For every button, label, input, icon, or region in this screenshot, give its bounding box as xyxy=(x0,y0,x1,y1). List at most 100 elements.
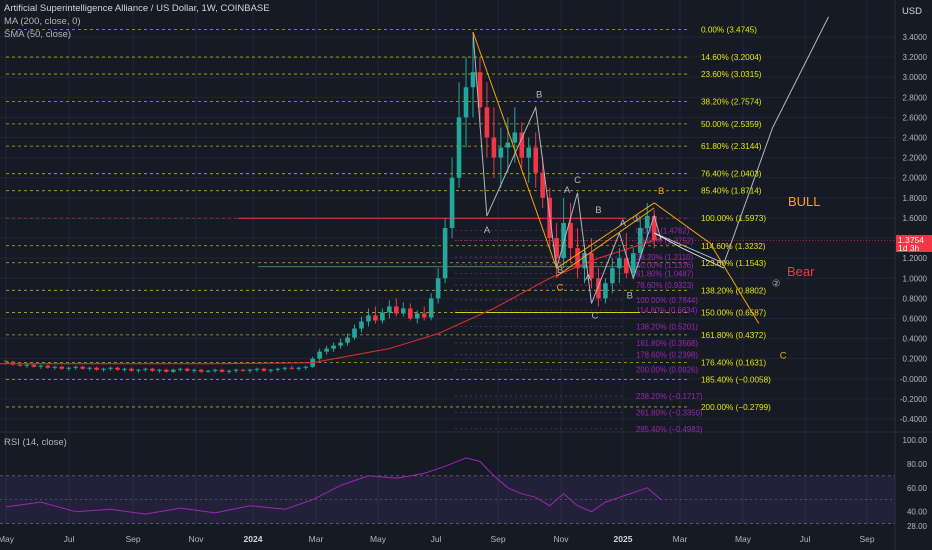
x-tick-label: Sep xyxy=(490,534,505,544)
fib-level-label: 100.00% (1.5973) xyxy=(701,214,766,223)
fib-level-label: 14.60% (3.2004) xyxy=(701,53,762,62)
sma50-line xyxy=(0,237,662,365)
y-tick-label: 0.6000 xyxy=(903,314,928,323)
wave-label: A xyxy=(484,225,491,236)
bear-projection xyxy=(654,232,725,269)
x-tick-label: Jul xyxy=(64,534,75,544)
fib-ext-label: 38.20% (1.2110) xyxy=(636,253,693,262)
candle-body xyxy=(324,348,329,352)
candle-body xyxy=(533,147,539,173)
candle-body xyxy=(219,369,225,372)
rsi-tick-label: 60.00 xyxy=(907,484,928,493)
candle-body xyxy=(247,369,253,371)
candle-body xyxy=(338,342,343,346)
candle-body xyxy=(366,315,371,322)
x-tick-label: Nov xyxy=(553,534,569,544)
wave-label: C xyxy=(557,282,564,293)
fib-ext-label: 161.80% (0.3568) xyxy=(636,339,698,348)
wave-label: C xyxy=(780,351,787,362)
sma-indicator-label[interactable]: SMA (50, close) xyxy=(4,29,72,40)
candle-body xyxy=(24,364,30,366)
candle-body xyxy=(233,369,239,371)
currency-label[interactable]: USD xyxy=(901,6,922,17)
fib-ext-label: 78.60% (0.9323) xyxy=(636,281,694,290)
candle-body xyxy=(66,367,72,369)
wave-label: B xyxy=(536,89,542,100)
last-price-value: 1.3754 xyxy=(898,235,924,245)
rsi-tick-label: 40.00 xyxy=(907,508,928,517)
fib-ext-label: 238.20% (−0.1717) xyxy=(636,392,703,401)
fib-level-label: 161.80% (0.4372) xyxy=(701,331,766,340)
candle-body xyxy=(38,365,44,367)
rsi-indicator-label[interactable]: RSI (14, close) xyxy=(4,437,67,448)
candle-body xyxy=(261,368,267,371)
candle-body xyxy=(198,369,204,372)
candle-body xyxy=(164,369,169,372)
candle-body xyxy=(212,369,218,371)
candle-body xyxy=(554,238,559,259)
candle-body xyxy=(491,137,497,158)
candle-body xyxy=(254,368,260,370)
y-tick-label: 0.4000 xyxy=(903,335,928,344)
fib-ext-label: 100.00% (0.7844) xyxy=(636,296,698,305)
candle-body xyxy=(226,370,232,372)
x-tick-label: Mar xyxy=(673,534,688,544)
candle-body xyxy=(177,368,183,370)
fib-ext-label: 178.60% (0.2398) xyxy=(636,351,698,360)
candle-body xyxy=(610,268,615,284)
x-tick-label: Sep xyxy=(859,534,874,544)
candle-body xyxy=(596,278,601,299)
candle-body xyxy=(477,72,483,108)
bull-projection xyxy=(654,16,829,264)
candle-body xyxy=(45,365,51,368)
candle-body xyxy=(407,308,413,319)
ma-indicator-label[interactable]: MA (200, close, 0) xyxy=(4,16,81,27)
wave-label: A xyxy=(585,272,592,283)
fib-level-label: 123.60% (1.1543) xyxy=(701,259,766,268)
last-price-tag: 1.3754 1d 3h xyxy=(896,235,932,252)
candle-body xyxy=(17,364,23,366)
x-tick-label: Mar xyxy=(309,534,324,544)
fib-level-label: 38.20% (2.7574) xyxy=(701,98,762,107)
candle-body xyxy=(289,367,295,369)
candle-body xyxy=(428,298,434,318)
fib-ext-label: 261.80% (−0.3350) xyxy=(636,408,703,417)
fib-level-label: 85.40% (1.8714) xyxy=(701,187,762,196)
y-tick-label: 3.0000 xyxy=(903,73,928,82)
x-tick-label: May xyxy=(0,534,15,544)
fib-ext-label: 200.00% (0.0926) xyxy=(636,365,698,374)
fib-ext-label: 138.20% (0.5201) xyxy=(636,323,698,332)
candle-body xyxy=(505,142,511,148)
candle-body xyxy=(644,215,650,228)
candle-body xyxy=(3,360,9,362)
wave-label: A xyxy=(564,185,571,196)
candle-body xyxy=(498,147,504,158)
candle-body xyxy=(268,369,274,371)
candle-body xyxy=(631,253,636,274)
wave-label: B xyxy=(595,205,601,216)
x-tick-label: Nov xyxy=(188,534,204,544)
x-tick-label: May xyxy=(735,534,752,544)
x-tick-label: 2024 xyxy=(244,534,263,544)
wave-label: B xyxy=(557,265,563,276)
fib-ext-label: 50.00% (1.1336) xyxy=(636,261,694,270)
fib-ext-label: 0.00% (1.4762) xyxy=(636,226,690,235)
y-tick-label: 1.0000 xyxy=(903,274,928,283)
candle-body xyxy=(80,366,85,369)
y-tick-label: 3.2000 xyxy=(903,53,928,62)
rsi-tick-label: 80.00 xyxy=(907,460,928,469)
candle-body xyxy=(157,369,162,371)
bar-countdown: 1d 3h xyxy=(898,243,920,253)
y-tick-label: 3.4000 xyxy=(903,33,928,42)
candle-body xyxy=(282,367,288,369)
fib-ext-label: 14.60% (1.3752) xyxy=(636,237,694,246)
candle-body xyxy=(603,283,608,299)
wave-label: B xyxy=(658,186,664,197)
candle-body xyxy=(526,147,532,158)
candle-body xyxy=(512,132,518,143)
candle-body xyxy=(52,366,58,368)
candle-body xyxy=(470,72,476,88)
